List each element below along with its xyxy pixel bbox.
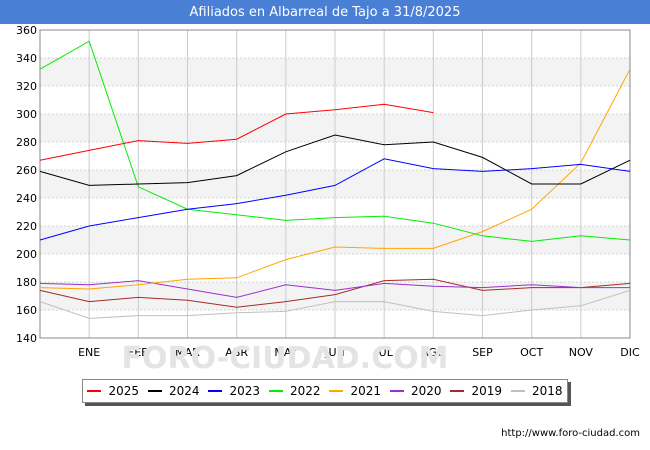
- x-tick-label: DIC: [620, 346, 640, 359]
- series-line-2020: [39, 280, 630, 298]
- x-tick-label: ENE: [78, 346, 100, 359]
- legend-label: 2019: [471, 384, 503, 398]
- series-line-2021: [39, 68, 631, 290]
- legend-item-2023: 2023: [208, 384, 260, 398]
- legend-item-2021: 2021: [329, 384, 381, 398]
- legend-swatch: [510, 390, 525, 392]
- x-tick-label: MAR: [175, 346, 200, 359]
- y-tick-label: 220: [16, 220, 37, 233]
- y-tick-label: 140: [16, 332, 37, 345]
- legend-swatch: [147, 390, 162, 392]
- legend-swatch: [450, 390, 465, 392]
- series-line-2022: [39, 40, 631, 242]
- y-tick-label: 280: [16, 136, 37, 149]
- plot-frame: [39, 29, 631, 339]
- legend-item-2020: 2020: [389, 384, 442, 398]
- legend-label: 2025: [108, 384, 140, 398]
- y-tick-label: 320: [16, 80, 37, 93]
- x-tick-label: AGO: [421, 346, 446, 359]
- x-tick-label: ABR: [225, 346, 248, 359]
- x-tick-label: MAY: [274, 346, 297, 359]
- y-tick-label: 300: [16, 108, 37, 121]
- x-tick-label: JUL: [374, 346, 393, 359]
- legend-item-2025: 2025: [87, 384, 139, 398]
- legend-item-2022: 2022: [268, 384, 321, 398]
- x-tick-label: NOV: [569, 346, 594, 359]
- y-tick-label: 200: [16, 248, 37, 261]
- legend-label: 2022: [289, 384, 321, 398]
- x-tick-label: SEP: [472, 346, 493, 359]
- legend-item-2019: 2019: [450, 384, 502, 398]
- x-tick-label: OCT: [520, 346, 543, 359]
- series-line-2018: [39, 289, 631, 319]
- y-tick-label: 340: [16, 52, 37, 65]
- chart-legend: 2025 2024 2023 2022 2021 2020 2019 2018: [82, 379, 568, 403]
- legend-label: 2018: [531, 384, 563, 398]
- series-line-2025: [39, 103, 434, 161]
- legend-swatch: [87, 390, 102, 392]
- legend-item-2024: 2024: [147, 384, 200, 398]
- y-tick-label: 260: [16, 164, 37, 177]
- series-line-2019: [39, 278, 631, 308]
- chart-title: Afiliados en Albarreal de Tajo a 31/8/20…: [0, 0, 650, 24]
- series-line-2024: [39, 134, 631, 186]
- legend-label: 2021: [350, 384, 382, 398]
- y-tick-label: 180: [16, 276, 37, 289]
- legend-item-2018: 2018: [510, 384, 563, 398]
- watermark: FORO-CIUDAD.COM: [122, 341, 449, 376]
- footer-url[interactable]: http://www.foro-ciudad.com: [501, 428, 640, 439]
- legend-swatch: [268, 390, 283, 392]
- y-tick-label: 240: [16, 192, 37, 205]
- x-tick-label: JUN: [324, 346, 345, 359]
- legend-swatch: [329, 390, 344, 392]
- legend-swatch: [208, 390, 223, 392]
- y-tick-label: 360: [16, 24, 37, 37]
- legend-label: 2020: [410, 384, 442, 398]
- series-line-2023: [39, 158, 631, 241]
- legend-swatch: [389, 390, 404, 392]
- legend-label: 2023: [229, 384, 261, 398]
- legend-label: 2024: [168, 384, 200, 398]
- x-tick-label: FEB: [128, 346, 149, 359]
- chart-title-text: Afiliados en Albarreal de Tajo a 31/8/20…: [189, 4, 461, 20]
- y-tick-label: 160: [16, 304, 37, 317]
